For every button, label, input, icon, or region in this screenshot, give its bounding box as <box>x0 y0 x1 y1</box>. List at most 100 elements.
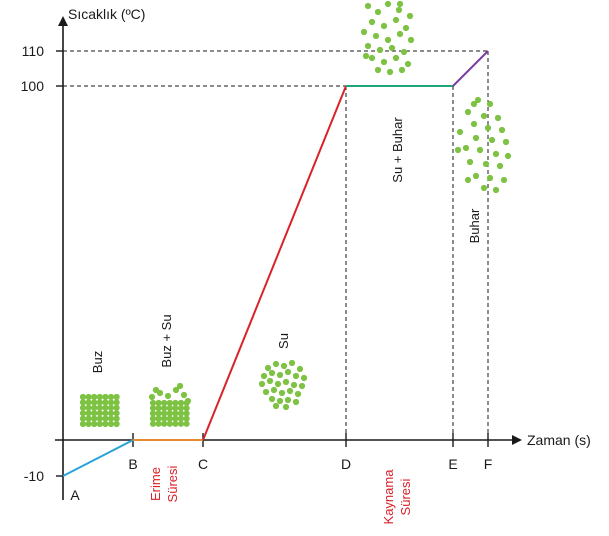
particle-vapour <box>364 42 372 50</box>
particle-vapour <box>492 150 500 158</box>
particle-liquid <box>270 386 278 394</box>
particle-ice-water <box>148 393 156 401</box>
particle-ice-water <box>166 420 173 427</box>
particle-ice-water <box>155 415 162 422</box>
particle-vapour <box>368 18 376 26</box>
particle-liquid <box>262 388 270 396</box>
particle-vapour <box>362 52 370 60</box>
particle-ice-water <box>161 420 168 427</box>
particle-ice <box>96 404 103 411</box>
phase-label-su: Su <box>276 333 291 349</box>
particle-ice <box>113 404 120 411</box>
particle-ice-water <box>149 410 157 417</box>
particle-vapour <box>470 100 478 108</box>
phase-label-buz: Buz <box>90 351 105 373</box>
particle-ice <box>91 399 98 406</box>
particle-vapour <box>456 128 464 136</box>
particle-ice <box>85 399 92 406</box>
particle-ice <box>91 410 98 417</box>
particle-vapour <box>392 16 400 24</box>
particle-liquid <box>288 359 296 367</box>
particle-ice-water <box>172 415 179 422</box>
particle-vapour <box>376 46 384 54</box>
x-point-label-a: A <box>70 487 80 503</box>
particle-ice <box>85 415 92 422</box>
particle-liquid <box>260 372 268 380</box>
particle-vapour <box>486 174 494 182</box>
particle-ice <box>113 420 120 428</box>
particle-ice-water <box>161 399 168 407</box>
particle-ice-water <box>172 410 179 417</box>
particle-ice-water <box>177 415 185 422</box>
phase-label-buhar: Buhar <box>467 208 482 243</box>
particle-ice <box>102 399 109 406</box>
particle-vapour <box>374 66 382 74</box>
particle-vapour <box>464 176 472 184</box>
particle-ice <box>113 399 120 406</box>
particle-vapour <box>476 146 484 154</box>
particle-ice <box>102 415 109 422</box>
particle-ice-water <box>161 410 168 417</box>
particle-vapour <box>384 0 392 8</box>
particle-vapour <box>500 176 508 184</box>
particle-liquid <box>278 389 286 397</box>
particle-vapour <box>482 160 490 168</box>
particle-vapour <box>406 12 414 20</box>
particle-ice <box>91 393 98 401</box>
particle-liquid <box>284 396 292 404</box>
particle-vapour <box>498 126 506 134</box>
particle-liquid <box>274 380 282 388</box>
x-point-label-d: D <box>341 456 351 472</box>
particle-ice-water <box>183 410 190 417</box>
particle-vapour <box>402 24 410 32</box>
particle-ice-water <box>149 399 157 407</box>
particle-vapour <box>404 60 412 68</box>
particle-ice-water <box>166 399 173 407</box>
particle-liquid <box>280 362 288 370</box>
particle-vapour <box>398 66 406 74</box>
particle-ice-water <box>183 420 190 427</box>
particle-ice-water <box>155 420 162 427</box>
particle-ice-water <box>149 405 157 412</box>
particle-ice <box>107 415 115 422</box>
particle-ice <box>96 415 103 422</box>
particle-vapour <box>372 32 380 40</box>
particle-ice-water <box>166 415 173 422</box>
particle-ice <box>107 393 115 401</box>
particle-vapour <box>386 68 394 76</box>
particle-ice <box>85 410 92 417</box>
particle-liquid <box>300 374 308 382</box>
particle-vapour <box>396 30 404 38</box>
particle-ice-water <box>172 386 180 394</box>
particle-ice <box>85 404 92 411</box>
particle-ice <box>113 410 120 417</box>
particle-ice <box>91 420 98 428</box>
particle-ice <box>107 399 115 406</box>
boiling-label-line2: Süresi <box>398 478 413 515</box>
melting-label-line2: Süresi <box>165 465 180 502</box>
particle-ice <box>79 410 87 417</box>
particle-vapour <box>374 8 382 16</box>
particle-vapour <box>496 162 504 170</box>
particle-ice-water <box>152 386 160 394</box>
curve-segment-e-f <box>452 50 489 87</box>
particle-ice <box>91 404 98 411</box>
particle-vapour <box>454 146 462 154</box>
curve-segment-c-d <box>202 85 347 441</box>
boiling-label-line1: Kaynama <box>381 469 396 525</box>
particle-ice-water <box>161 405 168 412</box>
particle-ice <box>107 404 115 411</box>
particle-vapour <box>466 158 474 166</box>
x-point-label-e: E <box>448 456 457 472</box>
particle-ice-water <box>177 405 185 412</box>
particle-ice <box>102 420 109 428</box>
particle-ice-water <box>176 382 184 390</box>
particle-vapour <box>472 134 480 142</box>
particle-ice <box>85 420 92 428</box>
particle-ice-water <box>155 399 162 407</box>
particle-ice-water <box>177 399 185 407</box>
particle-liquid <box>272 360 280 368</box>
particle-ice-water <box>155 405 162 412</box>
particle-ice-water <box>177 420 185 427</box>
